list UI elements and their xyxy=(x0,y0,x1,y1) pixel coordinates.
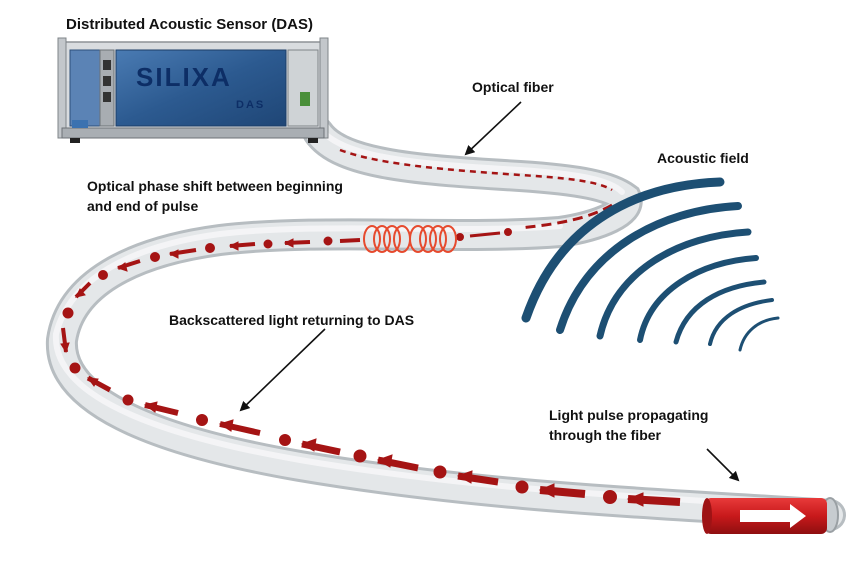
optical-fiber-label: Optical fiber xyxy=(472,79,554,95)
pulse-pointer xyxy=(706,448,740,482)
phase-shift-label-line2: and end of pulse xyxy=(87,198,198,214)
phase-shift-label-line1: Optical phase shift between beginning xyxy=(87,178,343,194)
pulse-label-line2: through the fiber xyxy=(549,427,662,443)
backscatter-label: Backscattered light returning to DAS xyxy=(169,312,414,328)
das-device: SILIXA DAS xyxy=(57,37,329,143)
backscatter-signal-lower xyxy=(60,236,681,507)
optical-fiber-pointer xyxy=(464,101,522,156)
pulse-label-line1: Light pulse propagating xyxy=(549,407,708,423)
annotation-arrows xyxy=(239,101,740,482)
diagram-title: Distributed Acoustic Sensor (DAS) xyxy=(66,16,313,33)
device-model: DAS xyxy=(236,99,265,111)
phase-shift-coil xyxy=(363,225,457,253)
pulse-direction-arrow xyxy=(740,504,806,528)
light-pulse xyxy=(702,498,827,534)
device-brand: SILIXA xyxy=(136,62,232,92)
backscatter-pointer xyxy=(239,328,326,412)
acoustic-field-label: Acoustic field xyxy=(657,150,749,166)
backscatter-signal-upper xyxy=(339,148,613,241)
acoustic-field-waves xyxy=(521,177,780,352)
